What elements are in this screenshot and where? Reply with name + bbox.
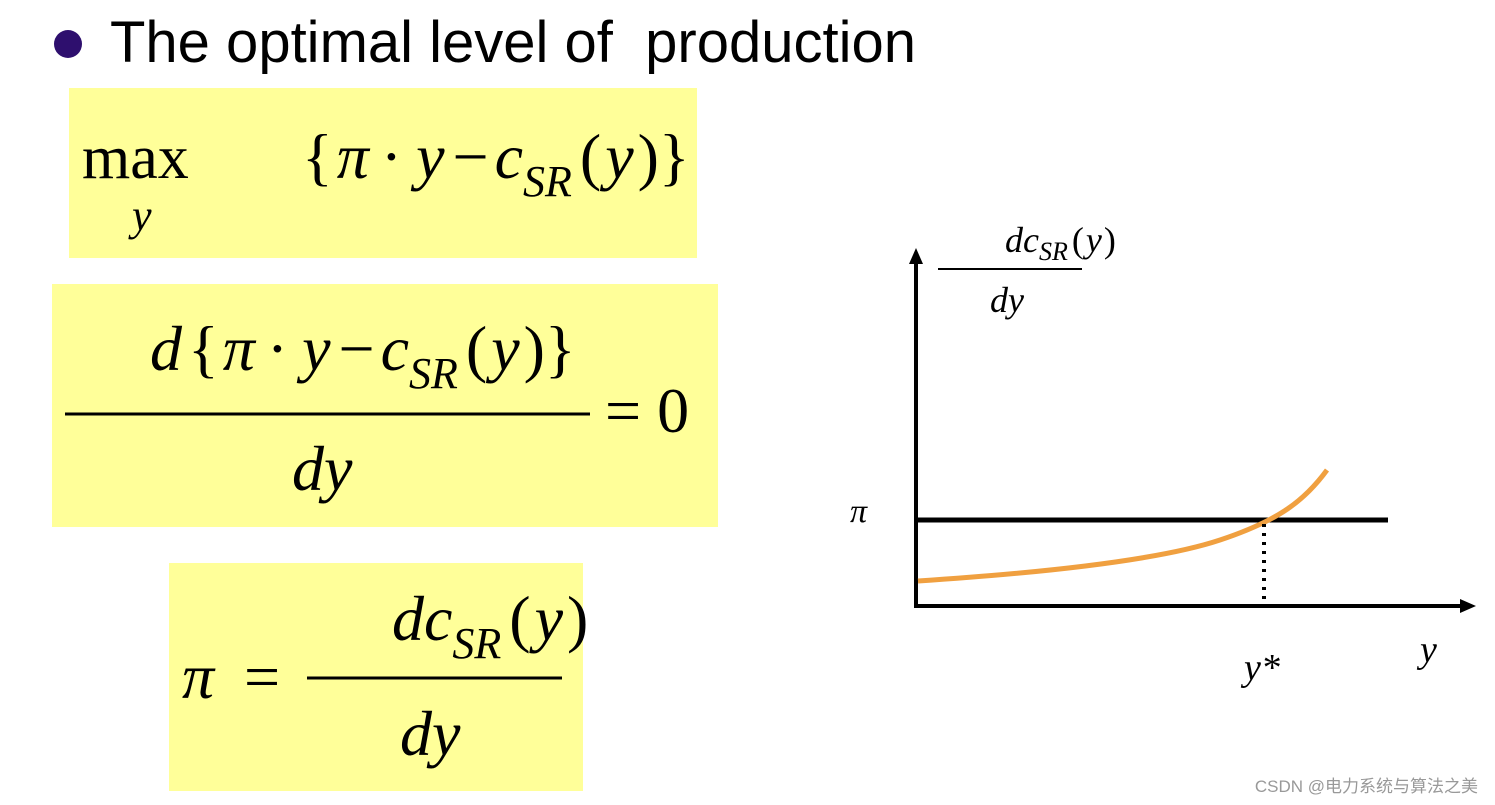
symbol: c: [381, 313, 409, 384]
optimum-label: y*: [1240, 647, 1280, 689]
symbol: d: [150, 313, 183, 384]
symbol: π: [223, 313, 257, 384]
paren: ): [567, 583, 588, 654]
formula: {π · y −cSR (y)}: [222, 121, 738, 206]
paren: ): [1104, 220, 1116, 260]
brace: {: [188, 313, 219, 384]
symbol: dc: [392, 583, 452, 654]
symbol: y: [599, 121, 634, 192]
symbol: π: [182, 641, 216, 712]
symbol: y: [529, 583, 564, 654]
paren: )}: [524, 313, 576, 384]
symbol: π: [337, 121, 371, 192]
symbol: c: [495, 121, 523, 192]
numerator: d{π · y −cSR (y)}: [70, 313, 624, 398]
formula-box: [69, 88, 697, 258]
operator: ·: [381, 121, 402, 192]
operator: max: [82, 124, 189, 192]
x-axis-label: y: [1416, 629, 1437, 671]
operator: −: [339, 313, 375, 384]
y-axis-label: dcSR (y): [942, 220, 1161, 266]
denominator: dy: [400, 698, 461, 769]
equals: = 0: [605, 375, 689, 446]
arrow-head: [909, 248, 923, 264]
brace: {: [302, 121, 333, 192]
paren: (: [580, 121, 601, 192]
numerator: dcSR (y): [312, 583, 636, 668]
paren: (: [509, 583, 530, 654]
equals: =: [244, 641, 280, 712]
price-label: π: [850, 493, 868, 530]
watermark: CSDN @电力系统与算法之美: [1255, 777, 1478, 796]
symbol: y: [485, 313, 520, 384]
subscript: SR: [409, 349, 458, 398]
operator: ·: [267, 313, 288, 384]
diagram: π y* y dcSR (y) dy: [850, 220, 1476, 689]
denominator: dy: [292, 433, 353, 504]
operator-subscript: y: [128, 191, 152, 240]
bullet: [54, 30, 82, 58]
arrow-head: [1460, 599, 1476, 613]
paren: )}: [638, 121, 690, 192]
subscript: SR: [1039, 237, 1068, 266]
formula-box: [52, 284, 718, 527]
operator: −: [453, 121, 489, 192]
title: The optimal level of production: [110, 10, 916, 75]
subscript: SR: [523, 157, 572, 206]
symbol: y: [1083, 220, 1102, 260]
subscript: SR: [452, 619, 501, 668]
symbol: y: [410, 121, 445, 192]
marginal-cost-curve: [917, 468, 1330, 584]
paren: (: [466, 313, 487, 384]
symbol: y: [296, 313, 331, 384]
symbol: dc: [1005, 220, 1039, 260]
paren: (: [1072, 220, 1084, 260]
y-axis-label-denominator: dy: [990, 280, 1024, 320]
